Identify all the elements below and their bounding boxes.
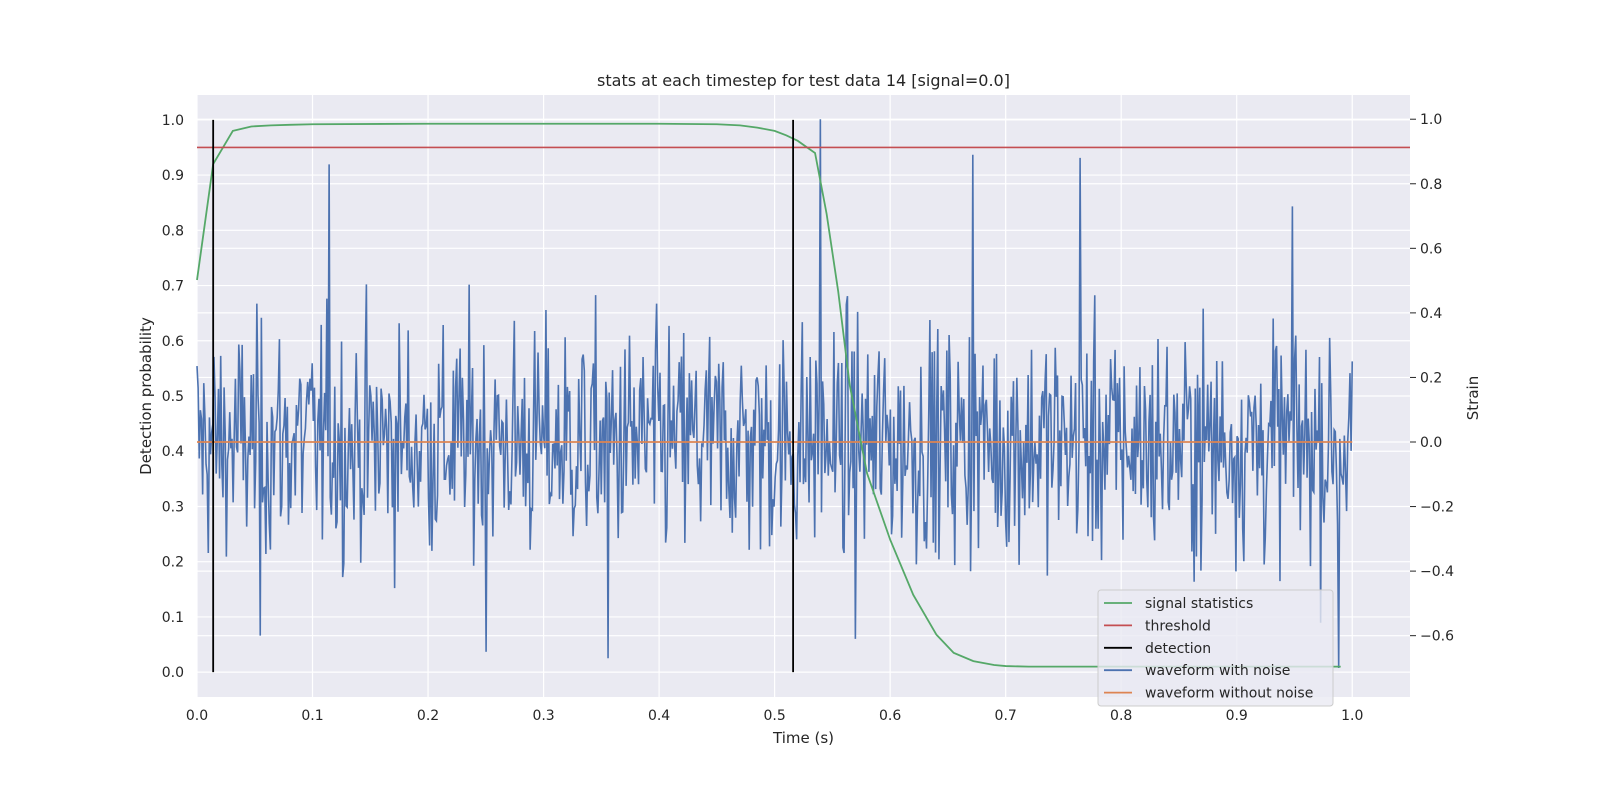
y-left-tick-label: 0.4: [162, 444, 184, 460]
signal-statistics-line: [196, 122, 1341, 668]
legend-entry-label: waveform without noise: [1145, 686, 1313, 702]
y-left-tick-label: 0.6: [162, 334, 184, 350]
legend-entry-label: signal statistics: [1145, 596, 1253, 612]
y-axis-label-right: Strain: [1464, 376, 1482, 420]
y-left-tick-label: 0.5: [162, 389, 184, 405]
y-left-tick-label: 0.0: [162, 665, 184, 681]
y-right-tick-label: 0.8: [1420, 177, 1442, 193]
x-tick-label: 0.3: [532, 708, 554, 724]
x-tick-label: 1.0: [1341, 708, 1363, 724]
legend-entry-label: detection: [1145, 641, 1211, 657]
legend-box: [1097, 589, 1334, 707]
x-axis-label: Time (s): [772, 729, 834, 747]
y-right-tick-label: 0.4: [1420, 306, 1442, 322]
y-left-tick-label: 0.7: [162, 279, 184, 295]
y-right-tick-label: −0.6: [1420, 629, 1454, 645]
y-left-tick-label: 1.0: [162, 113, 184, 129]
y-right-tick-label: 1.0: [1420, 112, 1442, 128]
chart-title: stats at each timestep for test data 14 …: [597, 71, 1010, 90]
x-tick-label: 0.2: [417, 708, 439, 724]
y-axis-label-left: Detection probability: [137, 317, 155, 475]
legend-entry-label: waveform with noise: [1145, 663, 1290, 679]
x-tick-label: 0.4: [648, 708, 670, 724]
legend: signal statistics threshold detection wavef…: [1097, 589, 1334, 707]
x-tick-label: 0.5: [763, 708, 785, 724]
x-tick-label: 0.0: [186, 708, 208, 724]
y-left-tick-label: 0.3: [162, 499, 184, 515]
x-tick-label: 0.1: [301, 708, 323, 724]
y-right-tick-label: 0.6: [1420, 241, 1442, 257]
ticks: 0.0 0.1 0.2 0.3 0.4 0.5 0.6 0.7 0.8 0.9 1.0 0.0 0.1 0…: [162, 112, 1454, 724]
y-right-tick-label: −0.2: [1420, 500, 1454, 516]
y-left-tick-label: 0.1: [162, 610, 184, 626]
x-tick-label: 0.8: [1110, 708, 1132, 724]
series-layer: [196, 119, 1410, 673]
y-left-tick-label: 0.9: [162, 168, 184, 184]
y-left-tick-label: 0.2: [162, 555, 184, 571]
y-right-tick-label: −0.4: [1420, 564, 1454, 580]
y-right-tick-label: 0.2: [1420, 370, 1442, 386]
x-tick-label: 0.7: [995, 708, 1017, 724]
waveform-with-noise-line: [196, 119, 1354, 668]
legend-entry-label: threshold: [1145, 618, 1211, 634]
x-tick-label: 0.9: [1226, 708, 1248, 724]
y-left-tick-label: 0.8: [162, 223, 184, 239]
x-tick-label: 0.6: [879, 708, 901, 724]
y-right-tick-label: 0.0: [1420, 435, 1442, 451]
